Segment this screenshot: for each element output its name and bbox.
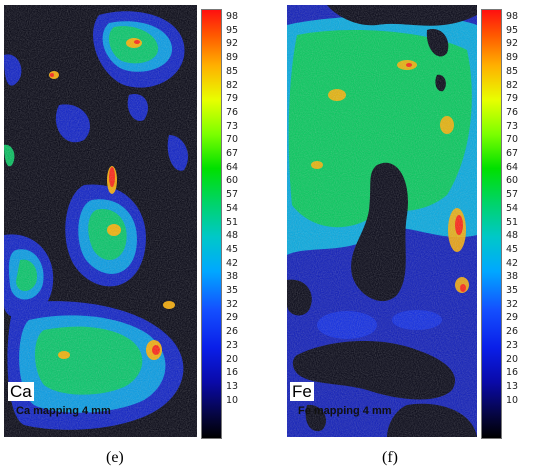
colorbar-tick: 48 [226, 230, 239, 242]
colorbar-tick: 92 [226, 38, 239, 50]
colorbar-tick: 73 [506, 120, 519, 132]
colorbar-tick: 10 [506, 394, 519, 406]
colorbar-tick: 45 [226, 243, 239, 255]
colorbar-tick: 48 [506, 230, 519, 242]
colorbar-tick: 54 [506, 202, 519, 214]
colorbar-tick: 54 [226, 202, 239, 214]
colorbar-tick: 32 [506, 298, 519, 310]
colorbar-tick: 38 [506, 271, 519, 283]
colorbar-tick: 35 [506, 285, 519, 297]
colorbar-tick: 70 [226, 134, 239, 146]
fe-map-caption: Fe mapping 4 mm [298, 405, 392, 417]
colorbar-tick: 57 [226, 189, 239, 201]
ca-colorbar-ticks: 98 95 92 89 85 82 79 76 73 70 67 64 60 5… [226, 12, 260, 406]
colorbar-tick: 67 [506, 148, 519, 160]
colorbar-tick: 13 [226, 380, 239, 392]
colorbar-tick: 92 [506, 38, 519, 50]
colorbar-tick: 95 [226, 24, 239, 36]
colorbar-tick: 73 [226, 120, 239, 132]
fe-element-label: Fe [290, 382, 314, 401]
colorbar-tick: 64 [506, 161, 519, 173]
fe-element-map [287, 5, 477, 437]
ca-element-map [4, 5, 197, 437]
colorbar-tick: 23 [226, 339, 239, 351]
colorbar-tick: 76 [506, 106, 519, 118]
colorbar-tick: 98 [506, 11, 519, 22]
colorbar-tick: 85 [506, 65, 519, 77]
panel-label-f: (f) [382, 449, 398, 466]
colorbar-tick: 95 [506, 24, 519, 36]
colorbar-tick: 67 [226, 148, 239, 160]
fe-colorbar-ticks: 98 95 92 89 85 82 79 76 73 70 67 64 60 5… [506, 12, 540, 406]
colorbar-tick: 32 [226, 298, 239, 310]
colorbar-tick: 42 [506, 257, 519, 269]
colorbar-tick: 45 [506, 243, 519, 255]
colorbar-tick: 98 [226, 11, 239, 22]
colorbar-tick: 79 [506, 93, 519, 105]
ca-map-caption: Ca mapping 4 mm [16, 405, 111, 417]
colorbar-tick: 60 [226, 175, 239, 187]
ca-colorbar [201, 9, 222, 439]
colorbar-tick: 29 [506, 312, 519, 324]
ca-element-label: Ca [8, 382, 34, 401]
colorbar-tick: 23 [506, 339, 519, 351]
colorbar-tick: 16 [506, 367, 519, 379]
colorbar-tick: 57 [506, 189, 519, 201]
panel-label-e: (e) [106, 449, 124, 466]
colorbar-tick: 60 [506, 175, 519, 187]
colorbar-tick: 64 [226, 161, 239, 173]
colorbar-tick: 38 [226, 271, 239, 283]
colorbar-tick: 13 [506, 380, 519, 392]
colorbar-tick: 79 [226, 93, 239, 105]
colorbar-tick: 16 [226, 367, 239, 379]
colorbar-tick: 89 [226, 52, 239, 64]
colorbar-tick: 85 [226, 65, 239, 77]
colorbar-tick: 51 [226, 216, 239, 228]
fe-colorbar [481, 9, 502, 439]
colorbar-tick: 82 [226, 79, 239, 91]
colorbar-tick: 76 [226, 106, 239, 118]
colorbar-tick: 29 [226, 312, 239, 324]
colorbar-tick: 89 [506, 52, 519, 64]
colorbar-tick: 20 [506, 353, 519, 365]
colorbar-tick: 10 [226, 394, 239, 406]
colorbar-tick: 26 [226, 326, 239, 338]
colorbar-tick: 35 [226, 285, 239, 297]
colorbar-tick: 26 [506, 326, 519, 338]
colorbar-tick: 82 [506, 79, 519, 91]
colorbar-tick: 51 [506, 216, 519, 228]
colorbar-tick: 70 [506, 134, 519, 146]
colorbar-tick: 20 [226, 353, 239, 365]
colorbar-tick: 42 [226, 257, 239, 269]
